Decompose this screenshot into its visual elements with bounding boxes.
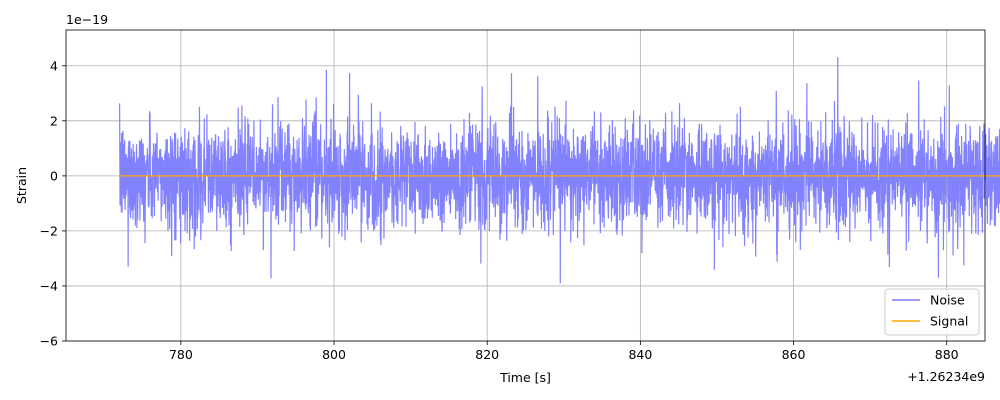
x-tick-label: 800 [322,347,346,362]
series-layer [119,57,1000,284]
y-tick-label: 2 [50,113,58,128]
plot-frame [65,29,986,342]
legend-label-noise: Noise [930,293,965,308]
x-axis-label: Time [s] [499,370,551,385]
noise-series-line [119,57,1000,284]
y-tick-label: 0 [50,168,58,183]
axis-ticks: 780 800 820 840 860 880 −6 −4 −2 0 2 4 [40,58,959,362]
y-tick-label: 4 [50,58,58,73]
x-tick-label: 780 [169,347,193,362]
x-tick-label: 860 [782,347,806,362]
y-axis-label: Strain [14,167,29,204]
x-tick-label: 820 [475,347,499,362]
y-scale-label: 1e−19 [66,12,108,27]
y-tick-label: −6 [40,334,58,349]
x-tick-label: 840 [628,347,652,362]
legend: Noise Signal [884,288,980,336]
x-offset-label: +1.26234e9 [907,369,985,384]
y-tick-label: −2 [40,223,58,238]
legend-label-signal: Signal [930,314,968,329]
y-tick-label: −4 [40,278,58,293]
x-tick-label: 880 [935,347,959,362]
